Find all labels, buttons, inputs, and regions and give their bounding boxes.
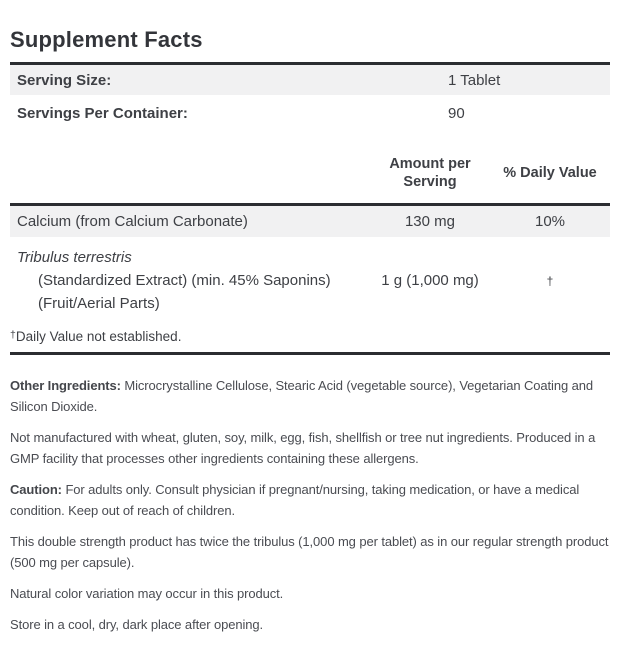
divider-header	[10, 203, 610, 206]
servings-per-container-row: Servings Per Container: 90	[10, 95, 610, 131]
nutrient-extract-detail: (Standardized Extract) (min. 45% Saponin…	[38, 272, 331, 289]
nutrient-latin-name: Tribulus terrestris	[17, 249, 132, 266]
percent-daily-value-header: % Daily Value	[503, 165, 597, 181]
divider-bottom	[10, 352, 610, 355]
caution-text: For adults only. Consult physician if pr…	[10, 482, 580, 518]
divider-top	[10, 62, 610, 65]
other-ingredients-note: Other Ingredients: Microcrystalline Cell…	[10, 375, 610, 417]
other-ingredients-text: Microcrystalline Cellulose, Stearic Acid…	[10, 378, 594, 414]
nutrient-row-calcium: Calcium (from Calcium Carbonate) 130 mg …	[10, 206, 610, 237]
serving-size-label: Serving Size:	[17, 71, 112, 89]
serving-size-value: 1 Tablet	[448, 71, 501, 89]
nutrient-name: Tribulus terrestris (Standardized Extrac…	[10, 246, 370, 315]
allergen-note: Not manufactured with wheat, gluten, soy…	[10, 427, 610, 469]
servings-per-container-label: Servings Per Container:	[17, 104, 188, 122]
nutrient-plant-part: (Fruit/Aerial Parts)	[38, 295, 160, 312]
color-variation-note: Natural color variation may occur in thi…	[10, 583, 610, 604]
serving-size-row: Serving Size: 1 Tablet	[10, 65, 610, 95]
storage-note: Store in a cool, dry, dark place after o…	[10, 614, 610, 635]
caution-lead: Caution:	[10, 482, 66, 497]
nutrient-amount: 1 g (1,000 mg)	[381, 272, 479, 289]
dagger-mark: †	[10, 329, 16, 341]
nutrient-daily-value-dagger: †	[546, 273, 554, 288]
footnote-text: Daily Value not established.	[15, 329, 182, 344]
storage-text: Store in a cool, dry, dark place after o…	[10, 617, 264, 632]
product-notes: Other Ingredients: Microcrystalline Cell…	[10, 375, 610, 635]
double-strength-text: This double strength product has twice t…	[10, 534, 609, 570]
caution-note: Caution: For adults only. Consult physic…	[10, 479, 610, 521]
footnote: †Daily Value not established.	[10, 329, 610, 352]
nutrient-row-tribulus: Tribulus terrestris (Standardized Extrac…	[10, 246, 610, 315]
amount-per-serving-header: Amount per Serving	[389, 156, 471, 190]
table-header-row: Amount per Serving % Daily Value	[10, 153, 610, 193]
nutrient-amount: 130 mg	[404, 213, 456, 230]
allergen-text: Not manufactured with wheat, gluten, soy…	[10, 430, 596, 466]
double-strength-note: This double strength product has twice t…	[10, 531, 610, 573]
color-variation-text: Natural color variation may occur in thi…	[10, 586, 284, 601]
supplement-facts-panel: Supplement Facts Serving Size: 1 Tablet …	[10, 27, 610, 635]
nutrient-name: Calcium (from Calcium Carbonate)	[17, 213, 248, 230]
nutrient-daily-value: 10%	[534, 213, 566, 230]
other-ingredients-lead: Other Ingredients:	[10, 378, 125, 393]
page-title: Supplement Facts	[10, 27, 203, 52]
servings-per-container-value: 90	[448, 104, 465, 122]
